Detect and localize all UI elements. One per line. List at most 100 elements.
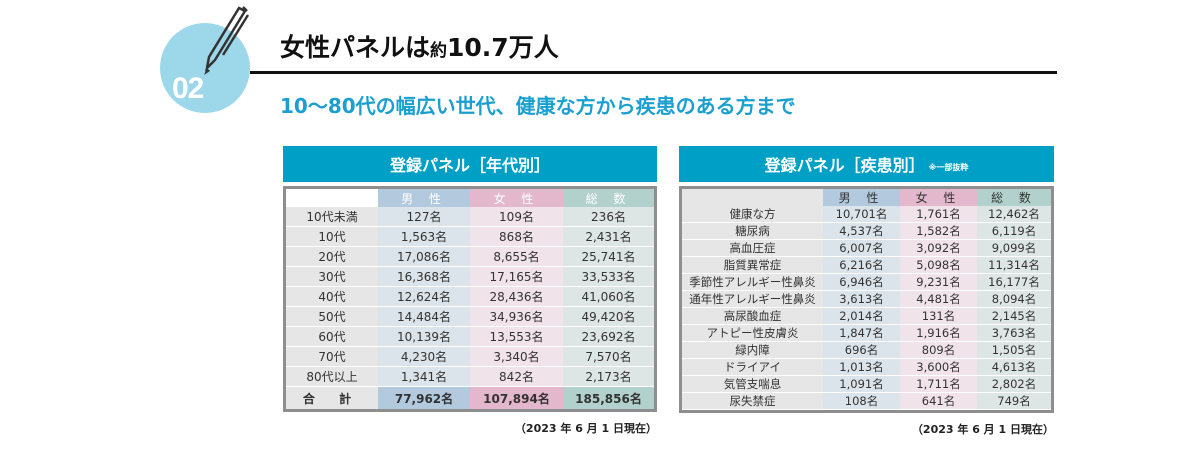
total-count: 11,314名 — [977, 256, 1051, 274]
total-count: 41,060名 — [563, 286, 654, 307]
table-row: 脂質異常症 6,216名 5,098名 11,314名 — [682, 256, 1051, 274]
table-row: 60代 10,139名 13,553名 23,692名 — [286, 326, 654, 347]
male-count: 696名 — [823, 341, 900, 359]
row-label: 糖尿病 — [682, 222, 823, 240]
table-row: 緑内障 696名 809名 1,505名 — [682, 341, 1051, 359]
female-count: 1,761名 — [900, 206, 977, 223]
male-count: 108名 — [823, 392, 900, 410]
male-count: 77,962名 — [378, 386, 470, 409]
row-label: 高血圧症 — [682, 239, 823, 257]
table-header-row: 男 性 女 性 総 数 — [286, 189, 654, 207]
disease-date-note: （2023 年 6 月 1 日現在） — [911, 423, 1054, 436]
row-label: 20代 — [286, 246, 378, 267]
female-count: 1,582名 — [900, 222, 977, 240]
table-row: 健康な方 10,701名 1,761名 12,462名 — [682, 206, 1051, 223]
row-label: 尿失禁症 — [682, 392, 823, 410]
total-count: 23,692名 — [563, 326, 654, 347]
total-count: 9,099名 — [977, 239, 1051, 257]
male-count: 1,013名 — [823, 358, 900, 376]
row-label: 10代 — [286, 226, 378, 247]
female-count: 809名 — [900, 341, 977, 359]
row-label: 通年性アレルギー性鼻炎 — [682, 290, 823, 308]
total-count: 185,856名 — [563, 386, 654, 409]
female-count: 17,165名 — [470, 266, 563, 287]
total-count: 25,741名 — [563, 246, 654, 267]
row-label: 高尿酸血症 — [682, 307, 823, 325]
female-count: 131名 — [900, 307, 977, 325]
female-count: 842名 — [470, 366, 563, 387]
row-label: 健康な方 — [682, 206, 823, 223]
female-count: 1,711名 — [900, 375, 977, 393]
total-count: 2,431名 — [563, 226, 654, 247]
row-label: 合 計 — [286, 386, 378, 409]
total-count: 16,177名 — [977, 273, 1051, 291]
table-row: 40代 12,624名 28,436名 41,060名 — [286, 286, 654, 307]
table-row: 尿失禁症 108名 641名 749名 — [682, 392, 1051, 410]
row-label: 気管支喘息 — [682, 375, 823, 393]
row-label: 10代未満 — [286, 207, 378, 227]
total-count: 749名 — [977, 392, 1051, 410]
header-total: 総 数 — [977, 189, 1051, 206]
row-label: 80代以上 — [286, 366, 378, 387]
male-count: 6,946名 — [823, 273, 900, 291]
male-count: 10,139名 — [378, 326, 470, 347]
row-label: 30代 — [286, 266, 378, 287]
male-count: 3,613名 — [823, 290, 900, 308]
age-date-note: （2023 年 6 月 1 日現在） — [514, 422, 657, 435]
female-count: 109名 — [470, 207, 563, 227]
table-row: 50代 14,484名 34,936名 49,420名 — [286, 306, 654, 327]
male-count: 1,341名 — [378, 366, 470, 387]
table-row: 70代 4,230名 3,340名 7,570名 — [286, 346, 654, 367]
table-row: 季節性アレルギー性鼻炎 6,946名 9,231名 16,177名 — [682, 273, 1051, 291]
row-label: 60代 — [286, 326, 378, 347]
male-count: 12,624名 — [378, 286, 470, 307]
female-count: 9,231名 — [900, 273, 977, 291]
header-blank — [286, 189, 378, 207]
total-count: 4,613名 — [977, 358, 1051, 376]
row-label: 70代 — [286, 346, 378, 367]
row-label: 脂質異常症 — [682, 256, 823, 274]
total-count: 7,570名 — [563, 346, 654, 367]
table-row: 高尿酸血症 2,014名 131名 2,145名 — [682, 307, 1051, 325]
title-divider — [250, 71, 1057, 74]
subtitle: 10～80代の幅広い世代、健康な方から疾患のある方まで — [280, 94, 796, 118]
female-count: 4,481名 — [900, 290, 977, 308]
male-count: 4,537名 — [823, 222, 900, 240]
female-count: 3,340名 — [470, 346, 563, 367]
total-count: 1,505名 — [977, 341, 1051, 359]
table-row: 糖尿病 4,537名 1,582名 6,119名 — [682, 222, 1051, 240]
female-count: 1,916名 — [900, 324, 977, 342]
total-count: 33,533名 — [563, 266, 654, 287]
table-header-row: 男 性 女 性 総 数 — [682, 189, 1051, 206]
male-count: 10,701名 — [823, 206, 900, 223]
row-label: ドライアイ — [682, 358, 823, 376]
table-row: 気管支喘息 1,091名 1,711名 2,802名 — [682, 375, 1051, 393]
female-count: 3,600名 — [900, 358, 977, 376]
header-blank — [682, 189, 823, 206]
total-count: 236名 — [563, 207, 654, 227]
table-row: ドライアイ 1,013名 3,600名 4,613名 — [682, 358, 1051, 376]
header-male: 男 性 — [823, 189, 900, 206]
male-count: 1,091名 — [823, 375, 900, 393]
total-count: 6,119名 — [977, 222, 1051, 240]
table-row: 10代未満 127名 109名 236名 — [286, 207, 654, 227]
female-count: 28,436名 — [470, 286, 563, 307]
section-number: 02 — [172, 72, 204, 105]
age-table-title: 登録パネル［年代別］ — [283, 146, 657, 182]
total-count: 2,145名 — [977, 307, 1051, 325]
female-count: 5,098名 — [900, 256, 977, 274]
header-male: 男 性 — [378, 189, 470, 207]
table-row: 20代 17,086名 8,655名 25,741名 — [286, 246, 654, 267]
row-label: アトピー性皮膚炎 — [682, 324, 823, 342]
female-count: 641名 — [900, 392, 977, 410]
total-count: 2,173名 — [563, 366, 654, 387]
male-count: 16,368名 — [378, 266, 470, 287]
disease-table-title: 登録パネル［疾患別］ ※一部抜粋 — [679, 146, 1054, 182]
table-row: 30代 16,368名 17,165名 33,533名 — [286, 266, 654, 287]
male-count: 14,484名 — [378, 306, 470, 327]
male-count: 6,216名 — [823, 256, 900, 274]
header-total: 総 数 — [563, 189, 654, 207]
page-title: 女性パネルは約10.7万人 — [280, 33, 559, 62]
female-count: 107,894名 — [470, 386, 563, 409]
male-count: 17,086名 — [378, 246, 470, 267]
